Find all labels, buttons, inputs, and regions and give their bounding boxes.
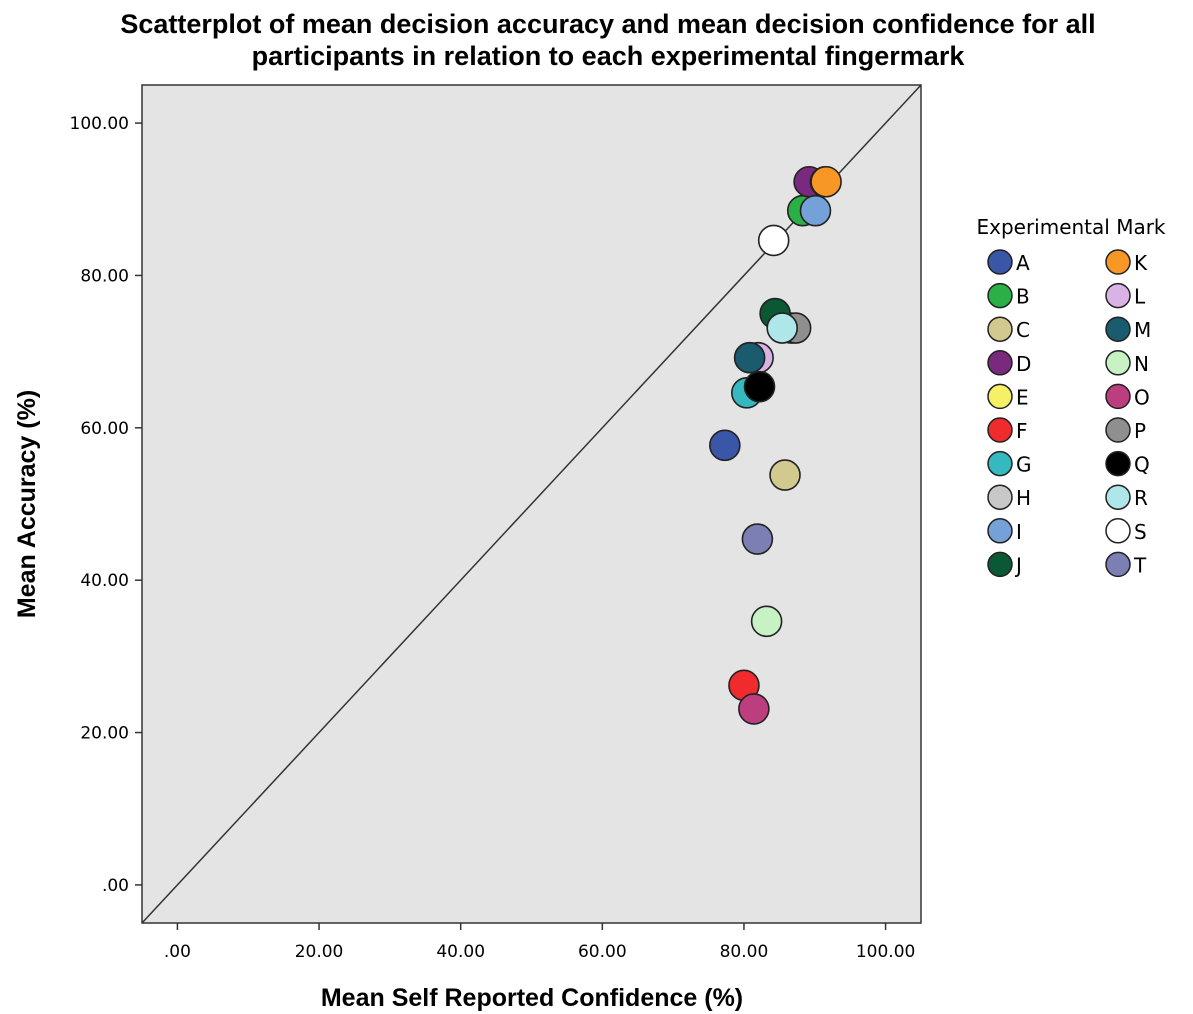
legend-label-b: B: [1016, 285, 1030, 309]
x-axis-label: Mean Self Reported Confidence (%): [321, 984, 743, 1012]
scatter-point-m: [733, 341, 766, 374]
x-tick-label: 100.00: [856, 942, 915, 962]
legend-label-e: E: [1016, 385, 1029, 409]
y-tick-label: 100.00: [70, 114, 129, 134]
chart-title-line-1: Scatterplot of mean decision accuracy an…: [120, 9, 1095, 39]
y-tick-label: .00: [102, 876, 129, 896]
x-tick-label: 80.00: [720, 942, 769, 962]
legend-label-t: T: [1133, 553, 1147, 577]
legend-marker-f: [987, 417, 1013, 443]
scatter-point-t: [741, 523, 774, 555]
scatter-point-n: [750, 605, 783, 638]
x-tick-label: 20.00: [295, 942, 344, 962]
x-tick-label: 40.00: [436, 942, 485, 962]
chart-title-line-2: participants in relation to each experim…: [252, 41, 966, 71]
legend-marker-i: [987, 518, 1013, 544]
y-tick-label: 80.00: [80, 266, 129, 286]
legend-label-i: I: [1016, 520, 1022, 544]
legend-label-r: R: [1134, 486, 1148, 510]
legend-label-p: P: [1134, 419, 1146, 443]
legend-title: Experimental Mark: [976, 215, 1165, 239]
legend-label-f: F: [1016, 419, 1028, 443]
legend-marker-h: [987, 484, 1013, 510]
x-tick-label: 60.00: [578, 942, 627, 962]
legend-marker-a: [987, 249, 1013, 275]
y-tick-label: 60.00: [80, 419, 129, 439]
reference-diagonal-line: [141, 84, 922, 924]
scatter-point-s: [757, 224, 790, 257]
legend-marker-l: [1105, 282, 1131, 309]
legend-label-s: S: [1134, 520, 1147, 544]
scatter-point-q: [743, 370, 776, 403]
legend-marker-q: [1105, 450, 1131, 477]
legend-label-n: N: [1134, 352, 1149, 376]
x-tick-label: .00: [164, 942, 191, 962]
legend-label-j: J: [1014, 553, 1022, 577]
legend-marker-k: [1105, 249, 1131, 275]
scatter-point-k: [810, 165, 842, 198]
y-tick-label: 40.00: [80, 571, 129, 591]
legend-marker-e: [987, 383, 1013, 410]
legend-marker-d: [987, 350, 1013, 376]
legend-marker-r: [1105, 484, 1131, 510]
scatter-point-i: [799, 194, 832, 227]
scatter-point-c: [769, 459, 801, 491]
scatter-point-r: [766, 312, 798, 344]
legend-marker-j: [987, 551, 1013, 578]
scatter-points: [709, 165, 842, 725]
legend-label-l: L: [1134, 285, 1146, 309]
legend-label-d: D: [1016, 352, 1031, 376]
legend-marker-p: [1105, 417, 1131, 443]
scatter-point-o: [738, 693, 770, 725]
legend-label-a: A: [1016, 251, 1030, 275]
legend-label-c: C: [1016, 318, 1030, 342]
legend-label-g: G: [1016, 453, 1032, 477]
legend-marker-t: [1105, 551, 1131, 578]
legend-marker-o: [1105, 383, 1131, 410]
legend-marker-s: [1105, 518, 1131, 544]
y-tick-label: 20.00: [80, 724, 129, 744]
y-axis-label: Mean Accuracy (%): [13, 390, 41, 618]
legend-marker-n: [1105, 350, 1131, 376]
legend-label-h: H: [1016, 486, 1031, 510]
legend-label-q: Q: [1134, 453, 1150, 477]
scatter-point-a: [709, 429, 741, 462]
y-axis-ticks: .00 20.00 40.00 60.00 80.00 100.00: [70, 114, 142, 896]
x-axis-ticks: .00 20.00 40.00 60.00 80.00 100.00: [164, 923, 915, 962]
legend-label-o: O: [1134, 385, 1150, 409]
legend-marker-m: [1105, 316, 1131, 342]
legend-marker-b: [987, 282, 1013, 309]
legend-label-m: M: [1134, 318, 1151, 342]
legend-label-k: K: [1134, 251, 1148, 275]
legend-marker-c: [987, 316, 1013, 342]
legend-marker-g: [987, 450, 1013, 477]
